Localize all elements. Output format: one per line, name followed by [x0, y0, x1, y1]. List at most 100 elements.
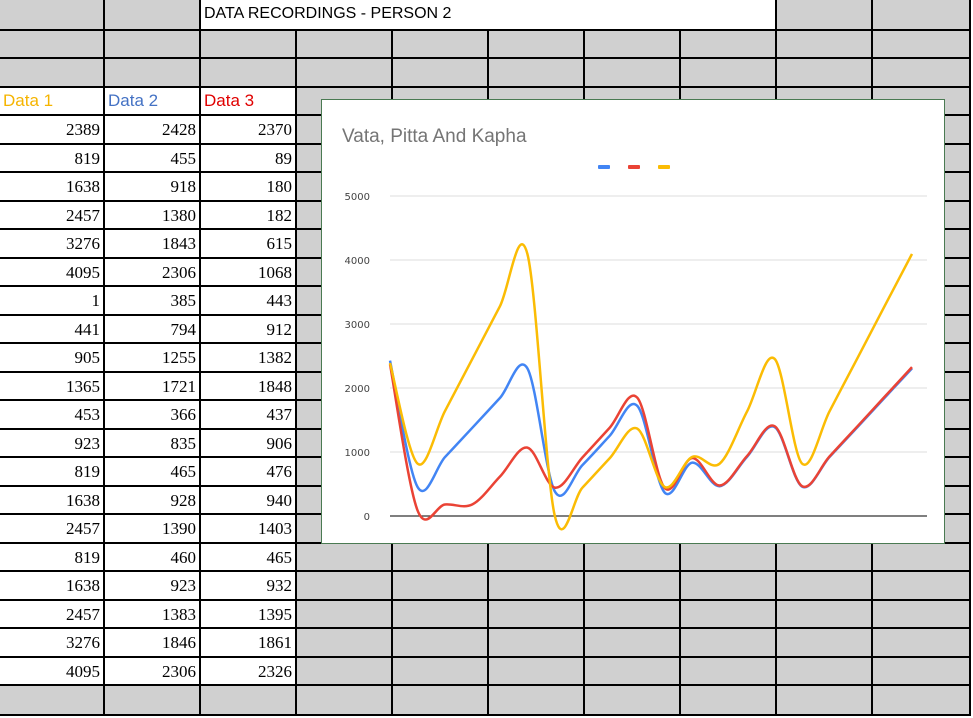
- data-cell[interactable]: 1403: [201, 515, 297, 544]
- data-cell[interactable]: 1383: [105, 601, 201, 629]
- empty-cell[interactable]: [393, 59, 489, 88]
- data-cell[interactable]: 819: [0, 145, 105, 173]
- data-cell[interactable]: 819: [0, 458, 105, 487]
- data-cell[interactable]: 4095: [0, 658, 105, 686]
- empty-cell[interactable]: [297, 601, 393, 629]
- empty-cell[interactable]: [681, 544, 777, 572]
- data-cell[interactable]: 1638: [0, 487, 105, 515]
- empty-cell[interactable]: [681, 601, 777, 629]
- empty-cell[interactable]: [585, 544, 681, 572]
- empty-cell[interactable]: [873, 629, 971, 658]
- empty-cell[interactable]: [0, 686, 105, 716]
- empty-cell[interactable]: [489, 629, 585, 658]
- header-cell-data-2[interactable]: Data 2: [105, 88, 201, 116]
- data-cell[interactable]: 385: [105, 287, 201, 316]
- empty-cell[interactable]: [297, 658, 393, 686]
- data-cell[interactable]: 443: [201, 287, 297, 316]
- data-cell[interactable]: 923: [0, 430, 105, 458]
- empty-cell[interactable]: [777, 629, 873, 658]
- empty-cell[interactable]: [297, 572, 393, 601]
- empty-cell[interactable]: [585, 686, 681, 716]
- empty-cell[interactable]: [297, 544, 393, 572]
- data-cell[interactable]: 1255: [105, 344, 201, 373]
- data-cell[interactable]: 912: [201, 316, 297, 344]
- data-cell[interactable]: 2457: [0, 515, 105, 544]
- empty-cell[interactable]: [105, 686, 201, 716]
- empty-cell[interactable]: [777, 686, 873, 716]
- data-cell[interactable]: 89: [201, 145, 297, 173]
- empty-cell[interactable]: [777, 59, 873, 88]
- empty-cell[interactable]: [681, 658, 777, 686]
- empty-cell[interactable]: [777, 544, 873, 572]
- empty-cell[interactable]: [585, 629, 681, 658]
- empty-cell[interactable]: [489, 572, 585, 601]
- empty-cell[interactable]: [105, 0, 201, 31]
- empty-cell[interactable]: [0, 31, 105, 59]
- data-cell[interactable]: 1382: [201, 344, 297, 373]
- data-cell[interactable]: 1846: [105, 629, 201, 658]
- empty-cell[interactable]: [585, 658, 681, 686]
- empty-cell[interactable]: [489, 31, 585, 59]
- data-cell[interactable]: 2326: [201, 658, 297, 686]
- data-cell[interactable]: 437: [201, 401, 297, 430]
- data-cell[interactable]: 1638: [0, 173, 105, 202]
- empty-cell[interactable]: [393, 629, 489, 658]
- empty-cell[interactable]: [105, 59, 201, 88]
- data-cell[interactable]: 2428: [105, 116, 201, 145]
- data-cell[interactable]: 476: [201, 458, 297, 487]
- data-cell[interactable]: 794: [105, 316, 201, 344]
- data-cell[interactable]: 1843: [105, 230, 201, 259]
- empty-cell[interactable]: [393, 658, 489, 686]
- data-cell[interactable]: 923: [105, 572, 201, 601]
- data-cell[interactable]: 180: [201, 173, 297, 202]
- data-cell[interactable]: 1395: [201, 601, 297, 629]
- empty-cell[interactable]: [681, 31, 777, 59]
- header-cell-data-3[interactable]: Data 3: [201, 88, 297, 116]
- data-cell[interactable]: 918: [105, 173, 201, 202]
- empty-cell[interactable]: [489, 686, 585, 716]
- data-cell[interactable]: 2306: [105, 259, 201, 287]
- sheet-title-cell[interactable]: DATA RECORDINGS - PERSON 2: [201, 0, 777, 31]
- data-cell[interactable]: 2457: [0, 601, 105, 629]
- empty-cell[interactable]: [393, 572, 489, 601]
- empty-cell[interactable]: [873, 0, 971, 31]
- data-cell[interactable]: 1638: [0, 572, 105, 601]
- data-cell[interactable]: 366: [105, 401, 201, 430]
- data-cell[interactable]: 819: [0, 544, 105, 572]
- data-cell[interactable]: 2389: [0, 116, 105, 145]
- data-cell[interactable]: 3276: [0, 230, 105, 259]
- empty-cell[interactable]: [489, 601, 585, 629]
- empty-cell[interactable]: [393, 544, 489, 572]
- data-cell[interactable]: 460: [105, 544, 201, 572]
- empty-cell[interactable]: [873, 544, 971, 572]
- empty-cell[interactable]: [777, 658, 873, 686]
- empty-cell[interactable]: [105, 31, 201, 59]
- empty-cell[interactable]: [681, 59, 777, 88]
- empty-cell[interactable]: [777, 0, 873, 31]
- empty-cell[interactable]: [393, 686, 489, 716]
- empty-cell[interactable]: [585, 59, 681, 88]
- empty-cell[interactable]: [0, 0, 105, 31]
- empty-cell[interactable]: [0, 59, 105, 88]
- empty-cell[interactable]: [681, 572, 777, 601]
- data-cell[interactable]: 455: [105, 145, 201, 173]
- data-cell[interactable]: 1721: [105, 373, 201, 401]
- data-cell[interactable]: 2306: [105, 658, 201, 686]
- empty-cell[interactable]: [201, 59, 297, 88]
- empty-cell[interactable]: [297, 59, 393, 88]
- data-cell[interactable]: 3276: [0, 629, 105, 658]
- empty-cell[interactable]: [585, 31, 681, 59]
- data-cell[interactable]: 441: [0, 316, 105, 344]
- header-cell-data-1[interactable]: Data 1: [0, 88, 105, 116]
- empty-cell[interactable]: [297, 686, 393, 716]
- data-cell[interactable]: 928: [105, 487, 201, 515]
- data-cell[interactable]: 1068: [201, 259, 297, 287]
- empty-cell[interactable]: [777, 572, 873, 601]
- empty-cell[interactable]: [681, 629, 777, 658]
- empty-cell[interactable]: [201, 686, 297, 716]
- data-cell[interactable]: 1848: [201, 373, 297, 401]
- data-cell[interactable]: 1: [0, 287, 105, 316]
- data-cell[interactable]: 940: [201, 487, 297, 515]
- empty-cell[interactable]: [681, 686, 777, 716]
- data-cell[interactable]: 1380: [105, 202, 201, 230]
